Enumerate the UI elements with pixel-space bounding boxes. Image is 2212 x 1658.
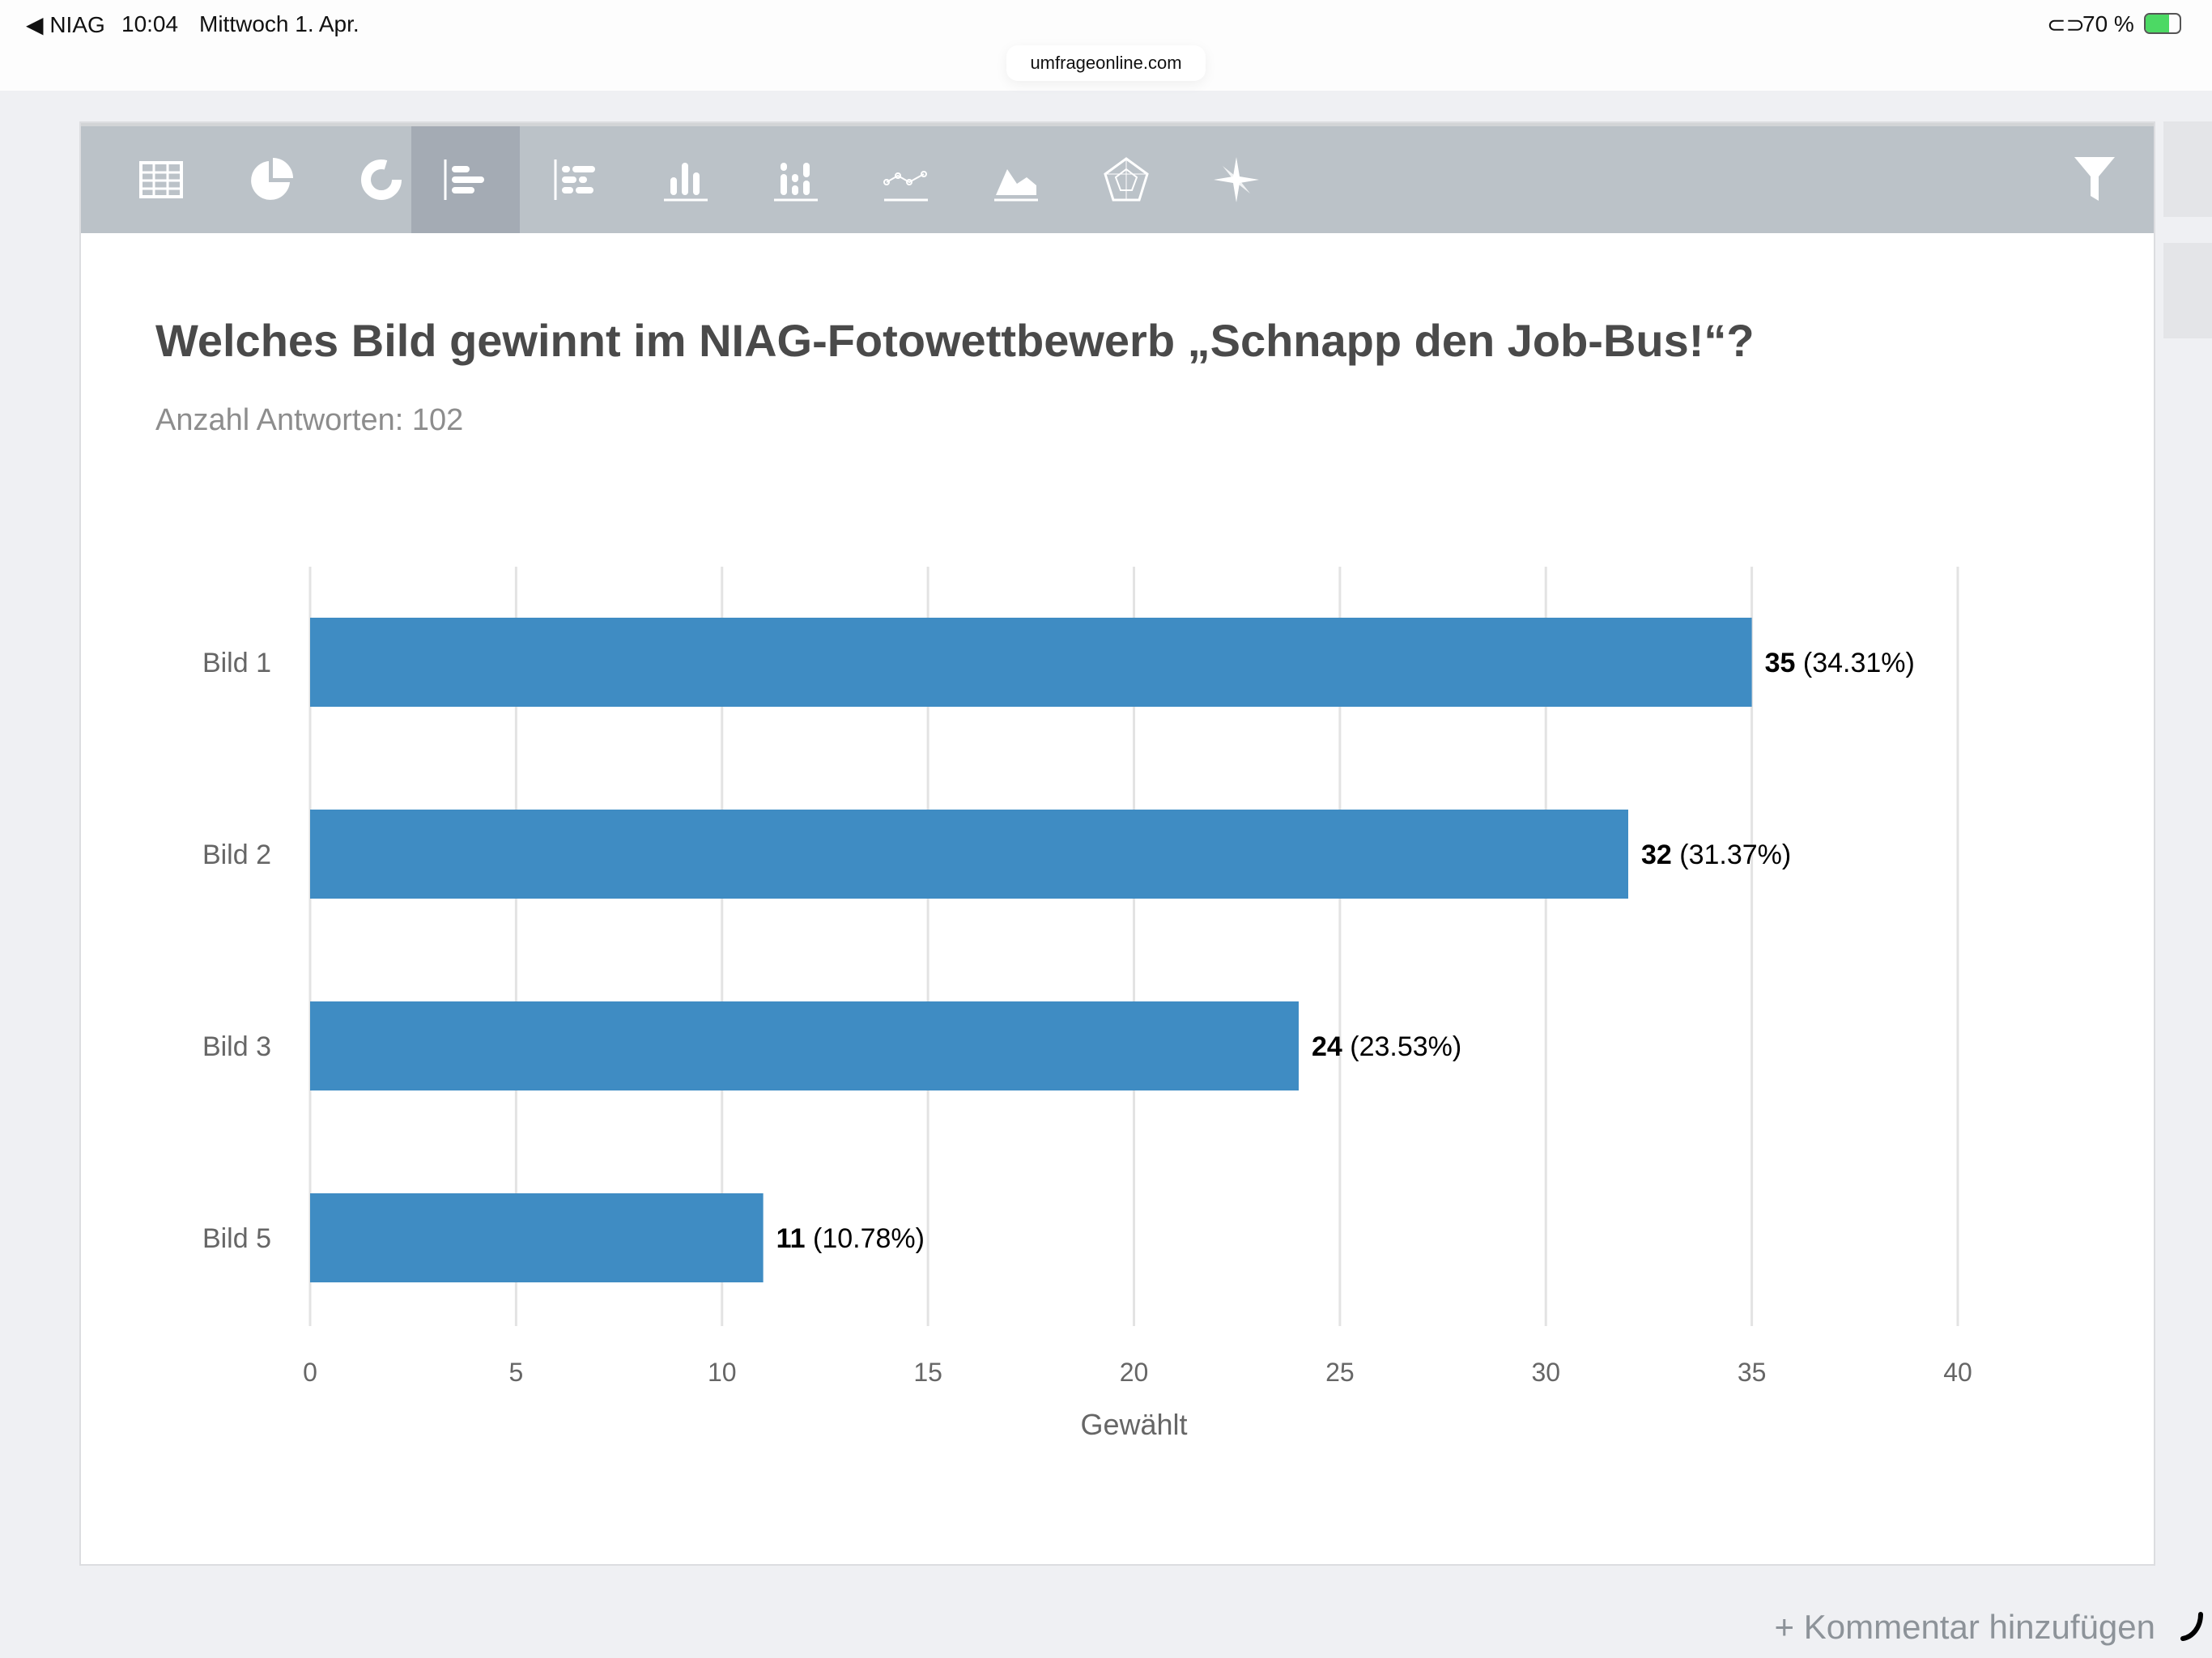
x-tick-label: 0 (303, 1358, 317, 1387)
data-value: 11 (776, 1223, 813, 1254)
table-icon (139, 161, 183, 198)
area-view-button[interactable] (962, 126, 1070, 233)
radar-view-button[interactable] (1072, 126, 1180, 233)
stacked-vertical-bar-icon (774, 163, 818, 202)
pie-view-button[interactable] (217, 126, 325, 233)
scroll-down-button[interactable] (2163, 243, 2212, 338)
battery-percent: 70 % (2082, 11, 2134, 36)
vertical-bar-view-button[interactable] (632, 126, 740, 233)
compass-view-button[interactable] (1182, 126, 1291, 233)
filter-button[interactable] (2073, 155, 2116, 206)
data-percent: (34.31%) (1803, 648, 1915, 678)
x-tick-label: 30 (1531, 1358, 1560, 1387)
data-percent: (23.53%) (1350, 1031, 1461, 1062)
data-label: 24 (23.53%) (1312, 1031, 1461, 1062)
donut-chart-icon (361, 159, 402, 200)
line-view-button[interactable] (852, 126, 960, 233)
category-label: Bild 2 (202, 840, 271, 870)
url-bar[interactable]: umfrageonline.com (1006, 45, 1206, 81)
line-chart-icon (883, 171, 928, 202)
back-to-app[interactable]: ◀ NIAG (26, 12, 105, 37)
data-label: 32 (31.37%) (1641, 840, 1791, 870)
category-label: Bild 3 (202, 1031, 271, 1062)
bar (310, 1193, 764, 1282)
stacked-horizontal-bar-view-button[interactable] (521, 126, 630, 233)
question-title: Welches Bild gewinnt im NIAG-Fotowettbew… (155, 315, 1755, 366)
scroll-indicator-icon (2180, 1612, 2203, 1641)
pie-chart-icon (251, 158, 293, 200)
vertical-bar-icon (664, 163, 708, 202)
data-value: 32 (1641, 840, 1679, 870)
bar (310, 618, 1752, 707)
x-tick-label: 20 (1120, 1358, 1149, 1387)
compass-rose-icon (1214, 157, 1259, 202)
response-count: Anzahl Antworten: 102 (155, 403, 464, 437)
category-label: Bild 5 (202, 1223, 271, 1254)
back-app-label: NIAG (49, 12, 105, 37)
category-label: Bild 1 (202, 648, 271, 678)
data-label: 11 (10.78%) (776, 1223, 925, 1254)
bar (310, 1001, 1299, 1090)
donut-view-button[interactable] (327, 126, 436, 233)
horizontal-bar-view-button[interactable] (411, 126, 520, 233)
x-tick-label: 40 (1943, 1358, 1972, 1387)
add-comment-link[interactable]: + Kommentar hinzufügen (1774, 1608, 2155, 1646)
battery-icon (2144, 13, 2181, 34)
chart-type-toolbar (81, 123, 2154, 233)
scroll-up-button[interactable] (2163, 121, 2212, 217)
x-tick-label: 35 (1738, 1358, 1767, 1387)
x-tick-label: 10 (708, 1358, 737, 1387)
stacked-vertical-bar-view-button[interactable] (742, 126, 850, 233)
table-view-button[interactable] (107, 126, 215, 233)
filter-icon (2074, 157, 2115, 201)
data-percent: (31.37%) (1679, 840, 1791, 870)
status-bar: ◀ NIAG 10:04 Mittwoch 1. Apr. ⊂⊃ 70 % um… (0, 0, 2212, 91)
data-value: 24 (1312, 1031, 1350, 1062)
data-label: 35 (34.31%) (1765, 648, 1915, 678)
date: Mittwoch 1. Apr. (199, 11, 359, 36)
x-tick-label: 25 (1325, 1358, 1355, 1387)
radar-chart-icon (1104, 157, 1149, 202)
data-percent: (10.78%) (813, 1223, 925, 1254)
area-chart-icon (994, 169, 1038, 202)
clock: 10:04 (121, 11, 179, 36)
link-icon: ⊂⊃ (2047, 12, 2085, 37)
x-axis-label: Gewählt (1080, 1408, 1187, 1441)
x-tick-label: 5 (508, 1358, 523, 1387)
data-value: 35 (1765, 648, 1803, 678)
bar (310, 810, 1628, 899)
horizontal-bar-icon (444, 159, 484, 200)
x-tick-label: 15 (913, 1358, 942, 1387)
stacked-horizontal-bar-icon (554, 159, 595, 200)
